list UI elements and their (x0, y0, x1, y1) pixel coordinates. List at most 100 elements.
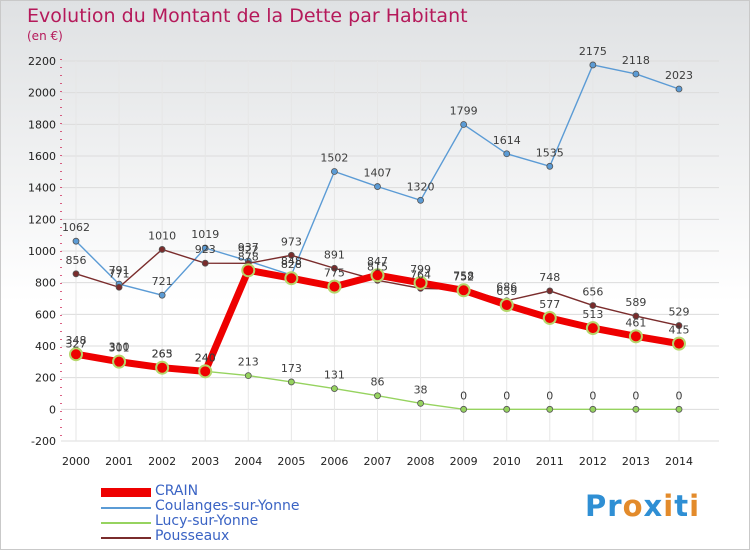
proxiti-logo: Proxiti (585, 489, 700, 523)
data-label: 0 (632, 389, 639, 402)
data-point (460, 405, 468, 413)
x-tick-label: 2003 (191, 455, 219, 468)
logo-letter: P (585, 489, 608, 523)
y-tick-label: -200 (31, 435, 56, 448)
data-label: 38 (414, 383, 428, 396)
data-label: 529 (669, 306, 690, 319)
data-label: 656 (582, 285, 603, 298)
logo-letter: o (622, 489, 644, 523)
data-label: 513 (582, 308, 603, 321)
data-label: 0 (546, 389, 553, 402)
data-point (632, 70, 640, 78)
data-point (287, 378, 295, 386)
data-point (158, 246, 166, 253)
data-point (585, 321, 600, 336)
y-tick-label: 1800 (28, 118, 56, 131)
data-label: 771 (109, 267, 130, 280)
data-point (499, 297, 514, 312)
data-point (546, 287, 554, 295)
data-label: 2175 (579, 45, 607, 58)
data-label: 922 (238, 243, 259, 256)
x-tick-label: 2013 (622, 455, 650, 468)
data-point (374, 392, 381, 400)
data-point (331, 264, 338, 272)
data-point (632, 312, 640, 320)
data-label: 0 (503, 389, 510, 402)
data-point (503, 150, 511, 158)
y-tick-label: 1400 (28, 182, 56, 195)
y-tick-label: 200 (35, 372, 56, 385)
data-point (72, 237, 80, 245)
data-label: 686 (496, 281, 517, 294)
data-point (542, 310, 557, 325)
x-tick-label: 2004 (234, 455, 262, 468)
y-tick-label: 2000 (28, 87, 56, 100)
legend-label: Pousseaux (155, 528, 230, 544)
data-label: 461 (625, 316, 646, 329)
y-tick-label: 400 (35, 340, 56, 353)
data-label: 1614 (493, 134, 521, 147)
data-label: 310 (109, 340, 130, 353)
data-label: 1320 (407, 180, 435, 193)
data-label: 973 (281, 235, 302, 248)
data-point (198, 364, 213, 379)
data-label: 1502 (320, 152, 348, 165)
data-point (287, 251, 295, 259)
data-label: 1062 (62, 221, 90, 234)
data-label: 923 (195, 243, 216, 256)
data-point (675, 405, 683, 413)
data-label: 878 (238, 250, 259, 263)
data-label: 891 (324, 248, 345, 261)
legend-label: Lucy-sur-Yonne (155, 513, 259, 529)
data-label: 265 (152, 347, 173, 360)
data-label: 847 (367, 255, 388, 268)
data-label: 240 (195, 351, 216, 364)
data-label: 415 (669, 324, 690, 337)
legend-swatch (101, 488, 151, 497)
data-label: 848 (281, 255, 302, 268)
data-label: 791 (109, 264, 130, 277)
y-tick-label: 1600 (28, 150, 56, 163)
data-point (589, 405, 597, 413)
data-label: 828 (281, 258, 302, 271)
data-label: 86 (371, 376, 385, 389)
data-point (244, 372, 252, 380)
logo-letter: r (607, 489, 623, 523)
data-label: 589 (625, 296, 646, 309)
data-point (456, 283, 471, 298)
data-label: 0 (460, 389, 467, 402)
data-label: 764 (410, 268, 431, 281)
y-tick-label: 2200 (28, 55, 56, 68)
data-point (503, 405, 511, 413)
y-tick-label: 800 (35, 277, 56, 290)
legend-label: Coulanges-sur-Yonne (155, 498, 300, 514)
data-point (546, 405, 554, 413)
data-point (672, 336, 686, 351)
data-label: 1010 (148, 229, 176, 242)
data-label: 937 (238, 241, 259, 254)
data-point (413, 275, 428, 290)
x-tick-label: 2001 (105, 455, 133, 468)
data-point (417, 196, 424, 204)
data-label: 721 (152, 275, 173, 288)
legend-label: CRAIN (155, 483, 199, 499)
x-tick-label: 2006 (320, 455, 348, 468)
data-point (589, 61, 597, 69)
logo-letter: i (689, 489, 701, 523)
data-label: 1407 (364, 167, 392, 180)
data-point (72, 270, 80, 278)
data-point (327, 279, 342, 294)
chart-title: Evolution du Montant de la Dette par Hab… (27, 5, 468, 27)
data-point (546, 162, 554, 170)
x-tick-label: 2002 (148, 455, 176, 468)
data-label: 748 (539, 271, 560, 284)
data-point (112, 354, 127, 369)
x-tick-label: 2014 (665, 455, 693, 468)
data-label: 1019 (191, 228, 219, 241)
x-tick-label: 2000 (62, 455, 90, 468)
chart-unit-label: (en €) (27, 29, 63, 43)
logo-letter: i (663, 489, 675, 523)
data-label: 2023 (665, 69, 693, 82)
data-label: 263 (152, 348, 173, 361)
